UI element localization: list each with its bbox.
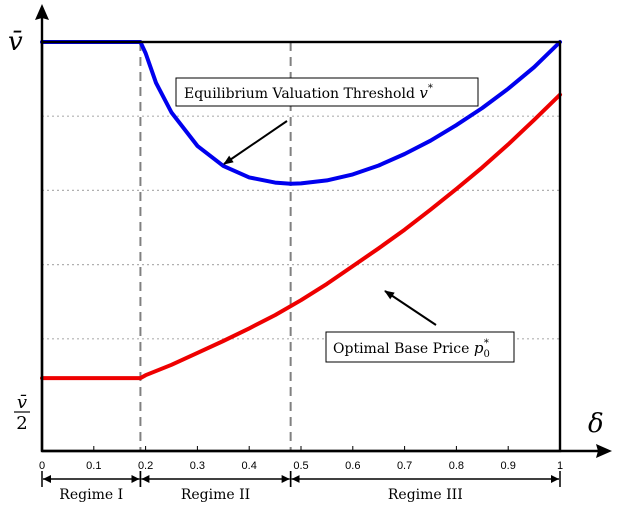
y-top-label: v̄ [8, 27, 23, 57]
x-tick-label: 0.2 [138, 460, 153, 472]
x-axis-arrowhead [596, 444, 612, 458]
regime-boundaries [139, 42, 292, 451]
grid-lines [42, 115, 560, 340]
x-tick-label: 0.6 [345, 460, 360, 472]
regime-label: Regime I [59, 487, 123, 503]
series-lines [40, 40, 562, 381]
annotation-math-symbol: p [474, 339, 484, 357]
base-price-series-line [40, 92, 562, 381]
y-bottom-label: v̄ 2 [14, 392, 30, 434]
regime-brackets: Regime I Regime II Regime III [41, 471, 561, 503]
annotation-box [325, 331, 515, 363]
annotation-superscript: * [428, 83, 433, 94]
x-tick-label: 0.1 [86, 460, 101, 472]
threshold-annotation: Equilibrium Valuation Threshold v* [175, 77, 479, 165]
x-tick-label: 0.4 [242, 460, 257, 472]
x-tick-label: 0.7 [397, 460, 412, 472]
x-tick-label: 0 [39, 460, 45, 472]
y-bottom-label-numerator: v̄ [17, 392, 27, 413]
annotation-text: Optimal Base Price p0* [333, 338, 490, 360]
annotation-text-main: Optimal Base Price [333, 341, 474, 357]
x-tick-label: 0.5 [293, 460, 308, 472]
x-tick-label: 0.9 [501, 460, 516, 472]
base-price-annotation: Optimal Base Price p0* [325, 290, 515, 363]
threshold-series-line [40, 40, 562, 186]
annotation-arrow [384, 290, 437, 326]
y-axis-arrowhead [35, 4, 49, 20]
axes [35, 4, 612, 458]
annotation-subscript: 0 [483, 349, 489, 360]
x-ticks: 0 0.1 0.2 0.3 0.4 0.5 0.6 0.7 0.8 0.9 1 [39, 446, 563, 472]
x-tick-label: 1 [557, 460, 563, 472]
x-axis-label: δ [588, 409, 604, 439]
y-bottom-label-denominator: 2 [16, 413, 27, 434]
annotation-math-symbol: v [419, 84, 428, 102]
annotation-text: Equilibrium Valuation Threshold v* [184, 83, 433, 102]
annotation-arrow [223, 120, 288, 165]
x-tick-label: 0.3 [190, 460, 205, 472]
regime-label: Regime III [388, 487, 463, 503]
annotation-box [175, 77, 479, 107]
annotations: Equilibrium Valuation Threshold v*Optima… [175, 77, 515, 363]
annotation-superscript: * [484, 338, 489, 349]
regime-label: Regime II [181, 487, 250, 503]
annotation-text-main: Equilibrium Valuation Threshold [184, 86, 419, 102]
x-tick-label: 0.8 [449, 460, 464, 472]
